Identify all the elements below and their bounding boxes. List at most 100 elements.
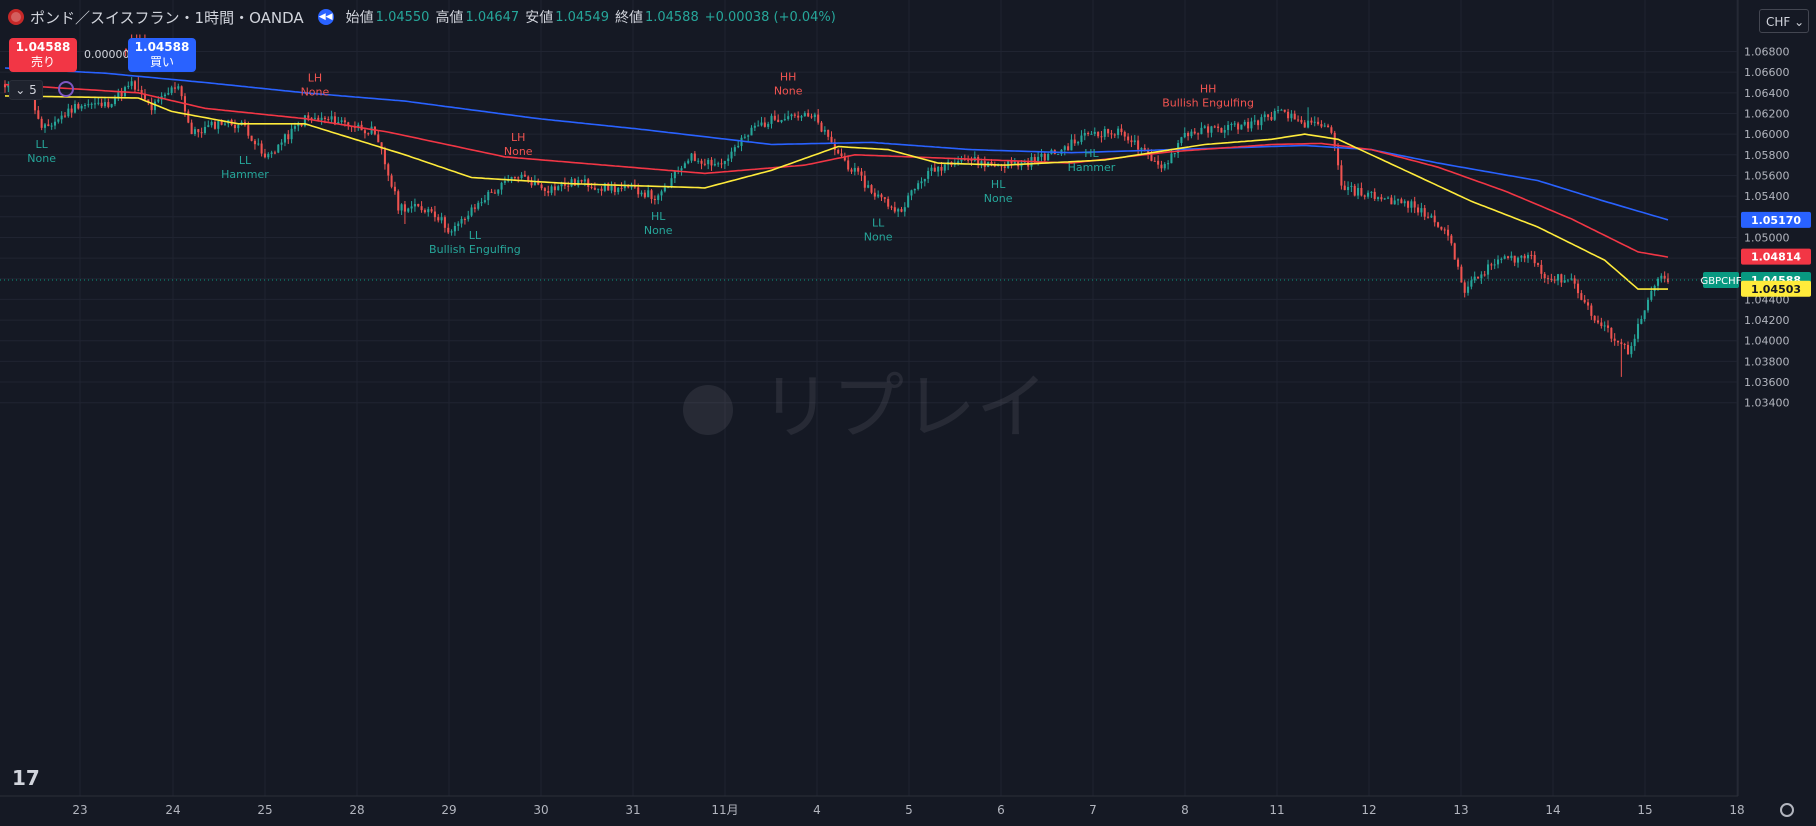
candle (1323, 125, 1326, 127)
candle (280, 142, 283, 145)
candle (1013, 161, 1016, 164)
candle (87, 104, 90, 106)
sell-button[interactable]: 1.04588 売り (9, 38, 77, 72)
candle (147, 99, 150, 103)
candle (1560, 274, 1563, 283)
swing-label: HL (651, 210, 666, 223)
time-tick-label: 28 (349, 803, 364, 817)
candle (800, 116, 803, 118)
candle (870, 185, 873, 193)
candle (500, 182, 503, 190)
candle (100, 102, 103, 107)
candle (1526, 254, 1530, 259)
candle (1257, 120, 1260, 126)
candle (1167, 163, 1170, 165)
candle (1497, 259, 1500, 265)
candle (300, 124, 303, 126)
interval-toggle[interactable]: ⌄ 5 (9, 80, 43, 100)
candle (117, 91, 120, 99)
candle (1037, 156, 1040, 162)
candle (293, 126, 296, 129)
candle (1606, 325, 1610, 328)
candle (1127, 136, 1130, 141)
candle (957, 161, 960, 164)
candle (510, 176, 513, 181)
candle (410, 206, 413, 209)
candle (603, 183, 606, 191)
candle (1367, 192, 1370, 197)
candle (107, 102, 110, 107)
time-tick-label: 13 (1453, 803, 1468, 817)
price-tick-label: 1.04200 (1744, 314, 1790, 327)
candle (1603, 325, 1606, 327)
candle (70, 108, 73, 113)
candle (637, 187, 640, 195)
candle (1507, 256, 1510, 258)
candle (1067, 146, 1070, 151)
symbol-title[interactable]: ポンド／スイスフラン・1時間・OANDA (30, 8, 304, 27)
candle (57, 119, 60, 122)
candle (110, 104, 113, 107)
candle (1227, 124, 1230, 130)
candle (1263, 114, 1266, 118)
candle (747, 135, 750, 137)
candle (1327, 125, 1330, 128)
currency-select[interactable]: CHF ⌄ (1759, 9, 1809, 33)
candle (203, 126, 206, 134)
time-tick-label: 7 (1089, 803, 1097, 817)
time-tick-label: 11 (1269, 803, 1284, 817)
candle (390, 175, 393, 187)
candle (1480, 274, 1483, 279)
candle (260, 143, 263, 154)
time-tick-label: 4 (813, 803, 821, 817)
chart-settings-icon[interactable] (1780, 803, 1794, 817)
candle (1230, 123, 1233, 125)
candle (1523, 255, 1526, 259)
candle (1130, 140, 1133, 143)
candle (343, 120, 346, 123)
candle (237, 125, 240, 129)
interval-value: 5 (29, 83, 37, 97)
close-value: 1.04588 (644, 9, 699, 25)
candle (1310, 120, 1313, 123)
indicator-settings-icon[interactable] (58, 81, 74, 97)
candle (763, 122, 766, 127)
candle (943, 164, 946, 171)
replay-rewind-icon[interactable]: ◀◀ (317, 9, 334, 25)
candle (1077, 141, 1080, 144)
candle (463, 219, 466, 221)
candle (1277, 110, 1280, 112)
candle (1583, 299, 1586, 303)
gbpchf-flag-icon (8, 9, 24, 25)
candle (907, 195, 910, 208)
candle (703, 163, 706, 165)
buy-button[interactable]: 1.04588 買い (128, 38, 196, 72)
replay-watermark: リプレイ (683, 365, 1048, 449)
candle (193, 129, 196, 135)
candle (47, 124, 50, 126)
candle (533, 180, 536, 186)
candle (890, 206, 893, 208)
price-tick-label: 1.06000 (1744, 128, 1790, 141)
candle (917, 183, 920, 190)
candle (713, 163, 716, 166)
candle (893, 207, 896, 212)
low-label: 安値 (525, 10, 554, 26)
price-marker (1741, 280, 1811, 297)
pattern-label: None (984, 192, 1013, 205)
candle (1123, 132, 1126, 137)
candle (217, 121, 220, 129)
sell-label: 売り (30, 55, 55, 69)
candle (1453, 243, 1456, 260)
candle (1643, 310, 1646, 319)
candle (877, 194, 880, 197)
candle (1083, 132, 1086, 136)
candle (253, 140, 256, 145)
time-tick-label: 31 (625, 803, 640, 817)
candle (1190, 131, 1193, 137)
swing-label: LL (469, 229, 482, 242)
time-tick-label: 18 (1729, 803, 1744, 817)
time-tick-label: 8 (1181, 803, 1189, 817)
